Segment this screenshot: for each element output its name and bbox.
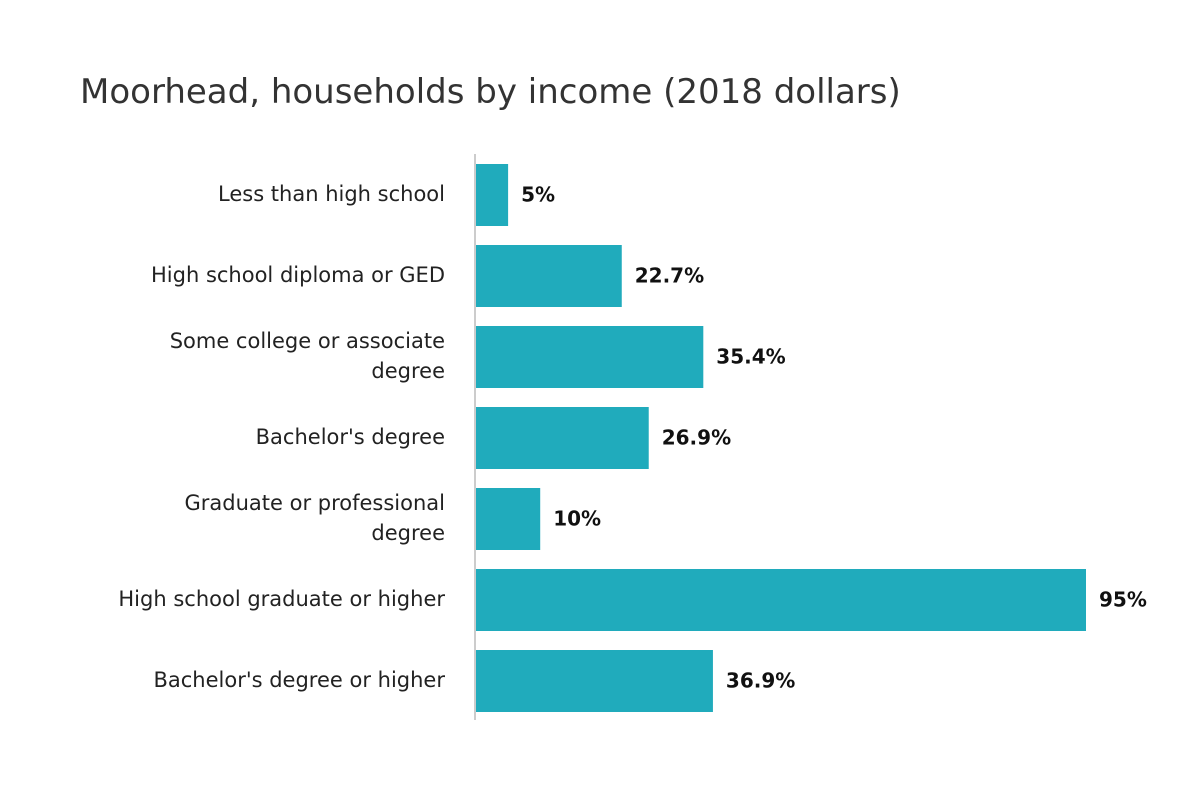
- value-label: 35.4%: [716, 345, 785, 369]
- category-label: High school diploma or GED: [151, 263, 445, 287]
- bar: [476, 245, 622, 307]
- bars-group: [476, 164, 1086, 712]
- value-label: 26.9%: [662, 426, 731, 450]
- category-label: Less than high school: [218, 182, 445, 206]
- bar: [476, 164, 509, 226]
- chart-title: Moorhead, households by income (2018 dol…: [80, 72, 901, 112]
- value-label: 36.9%: [726, 669, 795, 693]
- value-label: 22.7%: [635, 264, 704, 288]
- category-label: High school graduate or higher: [118, 587, 445, 611]
- bar: [476, 569, 1086, 631]
- category-label: Bachelor's degree: [256, 425, 445, 449]
- bar: [476, 407, 649, 469]
- value-label: 95%: [1099, 588, 1147, 612]
- value-label: 10%: [553, 507, 601, 531]
- value-labels-group: 5% 22.7% 35.4% 26.9% 10% 95% 36.9%: [521, 183, 1147, 693]
- category-label: Bachelor's degree or higher: [153, 668, 445, 692]
- bar: [476, 650, 713, 712]
- bar: [476, 488, 541, 550]
- category-labels-group: Less than high school High school diploma…: [118, 182, 445, 692]
- category-label: Graduate or professional degree: [184, 491, 445, 545]
- value-label: 5%: [521, 183, 555, 207]
- category-label: Some college or associate degree: [170, 329, 445, 383]
- bar: [476, 326, 704, 388]
